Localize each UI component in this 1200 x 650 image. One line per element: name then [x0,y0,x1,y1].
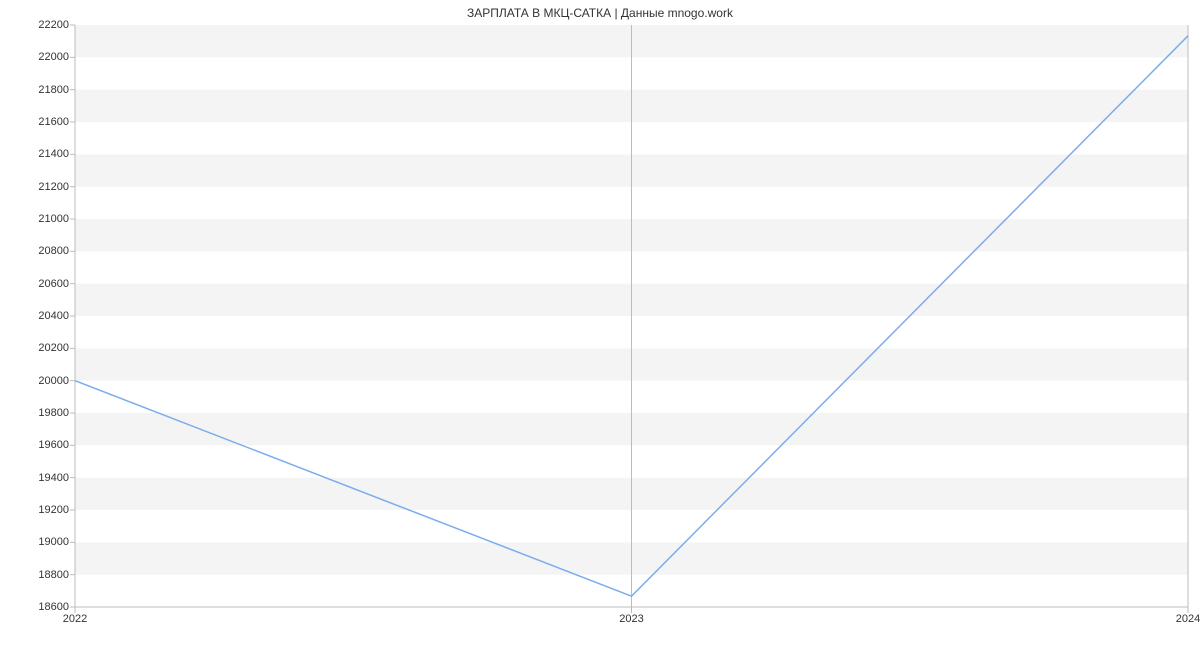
y-tick-label: 21800 [38,84,75,96]
chart-title: ЗАРПЛАТА В МКЦ-САТКА | Данные mnogo.work [0,6,1200,20]
plot-area: 1860018800190001920019400196001980020000… [75,25,1188,607]
y-tick-label: 22200 [38,19,75,31]
y-tick-label: 18800 [38,569,75,581]
y-tick-label: 21200 [38,181,75,193]
y-tick-label: 20400 [38,310,75,322]
salary-line-chart: ЗАРПЛАТА В МКЦ-САТКА | Данные mnogo.work… [0,0,1200,650]
y-tick-label: 19200 [38,504,75,516]
y-tick-label: 19000 [38,536,75,548]
x-tick-label: 2024 [1176,607,1200,625]
y-tick-label: 20000 [38,375,75,387]
y-tick-label: 21000 [38,213,75,225]
y-tick-label: 19800 [38,407,75,419]
y-tick-label: 20200 [38,342,75,354]
y-tick-label: 20800 [38,245,75,257]
y-tick-label: 19400 [38,472,75,484]
x-tick-label: 2022 [63,607,87,625]
y-tick-label: 21400 [38,148,75,160]
y-tick-label: 20600 [38,278,75,290]
y-tick-label: 21600 [38,116,75,128]
y-tick-label: 22000 [38,51,75,63]
y-tick-label: 19600 [38,439,75,451]
x-tick-label: 2023 [619,607,643,625]
